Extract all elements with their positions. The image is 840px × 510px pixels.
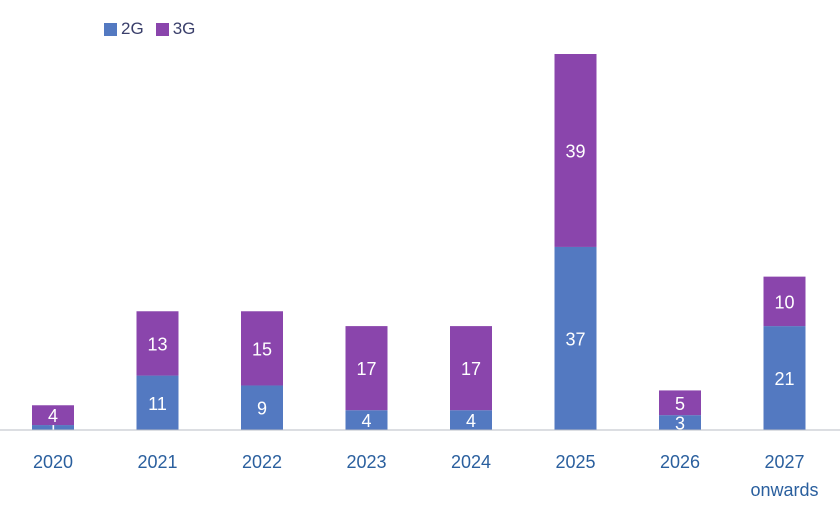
x-tick-label-2: 2022 bbox=[242, 452, 282, 472]
legend-label-2g: 2G bbox=[121, 19, 144, 38]
bar-2g-1 bbox=[136, 375, 179, 430]
data-label-3g-7: 10 bbox=[774, 292, 794, 312]
data-label-3g-3: 17 bbox=[356, 359, 376, 379]
bar-3g-6 bbox=[659, 390, 701, 416]
x-tick-label-0: 2020 bbox=[33, 452, 73, 472]
data-label-2g-0: 1 bbox=[48, 419, 58, 439]
data-label-2g-2: 9 bbox=[257, 399, 267, 419]
bar-2g-0 bbox=[32, 425, 74, 430]
legend-item-3g: 3G bbox=[155, 19, 196, 39]
x-tick-label-4: 2024 bbox=[451, 452, 491, 472]
x-tick-label-1: 2021 bbox=[137, 452, 177, 472]
legend: 2G 3G bbox=[104, 19, 207, 39]
data-label-2g-1: 11 bbox=[148, 394, 167, 414]
data-label-3g-4: 17 bbox=[461, 359, 481, 379]
data-label-2g-4: 4 bbox=[466, 411, 476, 431]
bar-3g-7 bbox=[763, 276, 806, 327]
legend-swatch-2g bbox=[104, 22, 117, 36]
bar-3g-0 bbox=[32, 405, 74, 426]
legend-item-2g: 2G bbox=[104, 19, 144, 39]
data-label-3g-5: 39 bbox=[565, 141, 585, 161]
bar-2g-6 bbox=[659, 415, 701, 430]
x-tick-label-7-line-1: onwards bbox=[750, 480, 818, 500]
bar-3g-5 bbox=[554, 54, 597, 247]
bar-2g-3 bbox=[345, 410, 388, 430]
bar-3g-3 bbox=[345, 326, 388, 411]
bar-3g-2 bbox=[241, 311, 283, 386]
bar-2g-4 bbox=[450, 410, 492, 430]
legend-swatch-3g bbox=[155, 22, 169, 36]
data-label-2g-6: 3 bbox=[675, 414, 685, 434]
data-label-3g-2: 15 bbox=[252, 339, 272, 359]
data-label-2g-7: 21 bbox=[774, 369, 794, 389]
bar-3g-1 bbox=[136, 311, 179, 376]
legend-label-3g: 3G bbox=[172, 19, 196, 38]
x-tick-label-7: 2027 bbox=[764, 452, 804, 472]
data-label-3g-1: 13 bbox=[147, 334, 167, 354]
bar-2g-7 bbox=[763, 326, 806, 430]
bar-3g-4 bbox=[450, 326, 492, 411]
data-label-2g-3: 4 bbox=[361, 411, 371, 431]
data-label-3g-0: 4 bbox=[48, 406, 58, 426]
bar-2g-5 bbox=[554, 246, 597, 430]
data-label-2g-5: 37 bbox=[565, 329, 585, 349]
x-tick-label-3: 2023 bbox=[346, 452, 386, 472]
data-label-3g-6: 5 bbox=[675, 394, 685, 414]
x-tick-label-5: 2025 bbox=[555, 452, 595, 472]
x-tick-label-6: 2026 bbox=[660, 452, 700, 472]
bar-2g-2 bbox=[241, 385, 283, 430]
